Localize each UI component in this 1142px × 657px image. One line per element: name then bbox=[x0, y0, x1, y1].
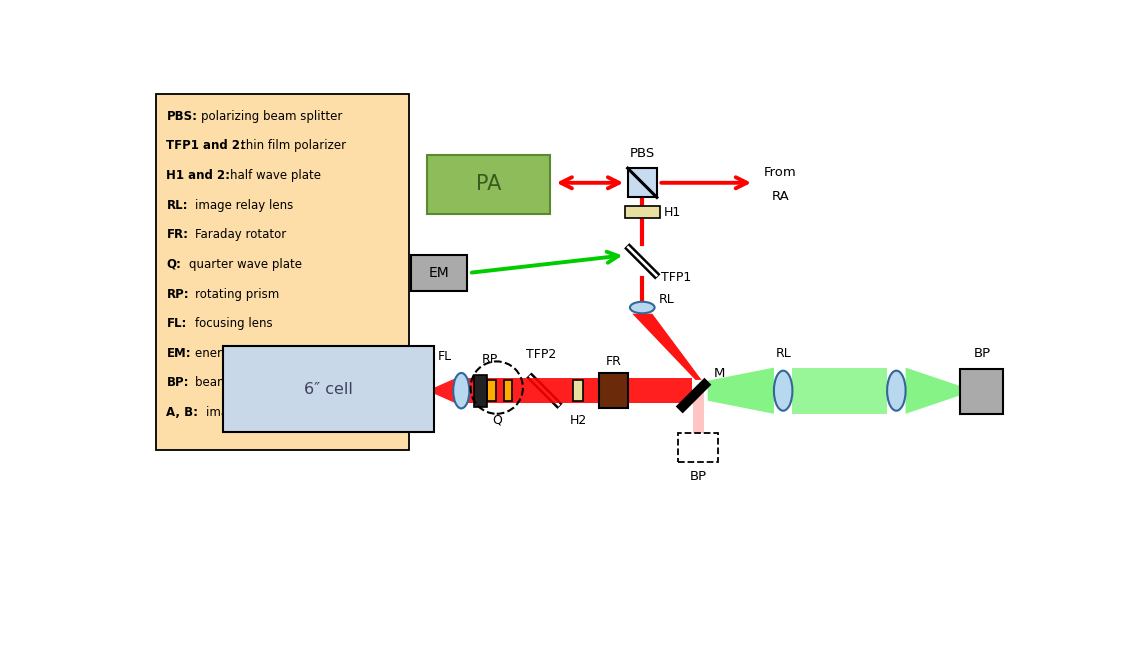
Bar bbox=[600, 373, 628, 409]
Text: BP: BP bbox=[973, 347, 990, 360]
Bar bbox=[625, 244, 659, 279]
Text: 6″ cell: 6″ cell bbox=[304, 382, 353, 397]
Text: BP: BP bbox=[690, 470, 707, 483]
Polygon shape bbox=[793, 367, 887, 414]
Text: H1: H1 bbox=[664, 206, 681, 219]
Bar bbox=[474, 374, 486, 407]
Bar bbox=[223, 346, 434, 432]
Polygon shape bbox=[906, 367, 960, 414]
Bar bbox=[411, 255, 467, 290]
Ellipse shape bbox=[453, 373, 469, 409]
Text: Faraday rotator: Faraday rotator bbox=[195, 228, 287, 241]
Bar bbox=[488, 380, 496, 401]
Text: image relay lens: image relay lens bbox=[195, 198, 293, 212]
Bar bbox=[625, 206, 660, 218]
Text: H1 and 2:: H1 and 2: bbox=[167, 169, 231, 182]
Text: PBS: PBS bbox=[629, 147, 654, 160]
Text: thin film polarizer: thin film polarizer bbox=[241, 139, 346, 152]
Bar bbox=[693, 391, 703, 434]
Text: image plane: image plane bbox=[207, 406, 280, 419]
Text: RP: RP bbox=[482, 353, 498, 366]
Text: RL:: RL: bbox=[167, 198, 188, 212]
Text: focusing lens: focusing lens bbox=[195, 317, 273, 330]
Text: TFP1: TFP1 bbox=[661, 271, 691, 284]
Text: EM:: EM: bbox=[167, 347, 191, 360]
Text: FL:: FL: bbox=[167, 317, 187, 330]
Bar bbox=[427, 155, 549, 214]
Text: TFP1 and 2:: TFP1 and 2: bbox=[167, 139, 246, 152]
Text: FR:: FR: bbox=[167, 228, 188, 241]
Text: RA: RA bbox=[772, 190, 789, 203]
Bar bbox=[529, 375, 561, 407]
Bar bbox=[677, 379, 710, 412]
Polygon shape bbox=[708, 367, 774, 414]
Ellipse shape bbox=[887, 371, 906, 411]
Bar bbox=[156, 94, 409, 450]
Text: PBS:: PBS: bbox=[167, 110, 198, 123]
Text: FR: FR bbox=[605, 355, 621, 367]
Text: M: M bbox=[714, 367, 725, 380]
Text: From: From bbox=[764, 166, 797, 179]
Text: quarter wave plate: quarter wave plate bbox=[190, 258, 303, 271]
Ellipse shape bbox=[630, 302, 654, 313]
Text: polarizing beam splitter: polarizing beam splitter bbox=[201, 110, 343, 123]
Text: PA: PA bbox=[475, 174, 501, 194]
Polygon shape bbox=[434, 378, 456, 403]
Text: Q:: Q: bbox=[167, 258, 182, 271]
Text: beam profiler: beam profiler bbox=[195, 376, 274, 390]
Polygon shape bbox=[633, 313, 701, 380]
Text: RL: RL bbox=[659, 293, 675, 306]
Text: EM: EM bbox=[428, 266, 449, 280]
Bar bbox=[528, 374, 562, 408]
Bar bbox=[504, 380, 512, 401]
Text: A, B:: A, B: bbox=[167, 406, 199, 419]
Bar bbox=[467, 378, 692, 403]
Text: rotating prism: rotating prism bbox=[195, 288, 279, 300]
Bar bbox=[573, 380, 584, 401]
Text: Q: Q bbox=[492, 414, 501, 427]
Bar bbox=[678, 433, 718, 463]
Text: BP:: BP: bbox=[167, 376, 188, 390]
Text: H2: H2 bbox=[570, 414, 587, 427]
Text: energy meter: energy meter bbox=[195, 347, 275, 360]
Text: FL: FL bbox=[437, 350, 451, 363]
Text: half wave plate: half wave plate bbox=[230, 169, 321, 182]
Bar bbox=[960, 369, 1004, 414]
Text: RL: RL bbox=[775, 347, 791, 360]
Text: TFP2: TFP2 bbox=[526, 348, 556, 361]
Ellipse shape bbox=[774, 371, 793, 411]
Bar bbox=[628, 168, 657, 197]
Text: RP:: RP: bbox=[167, 288, 190, 300]
Bar bbox=[626, 246, 658, 277]
